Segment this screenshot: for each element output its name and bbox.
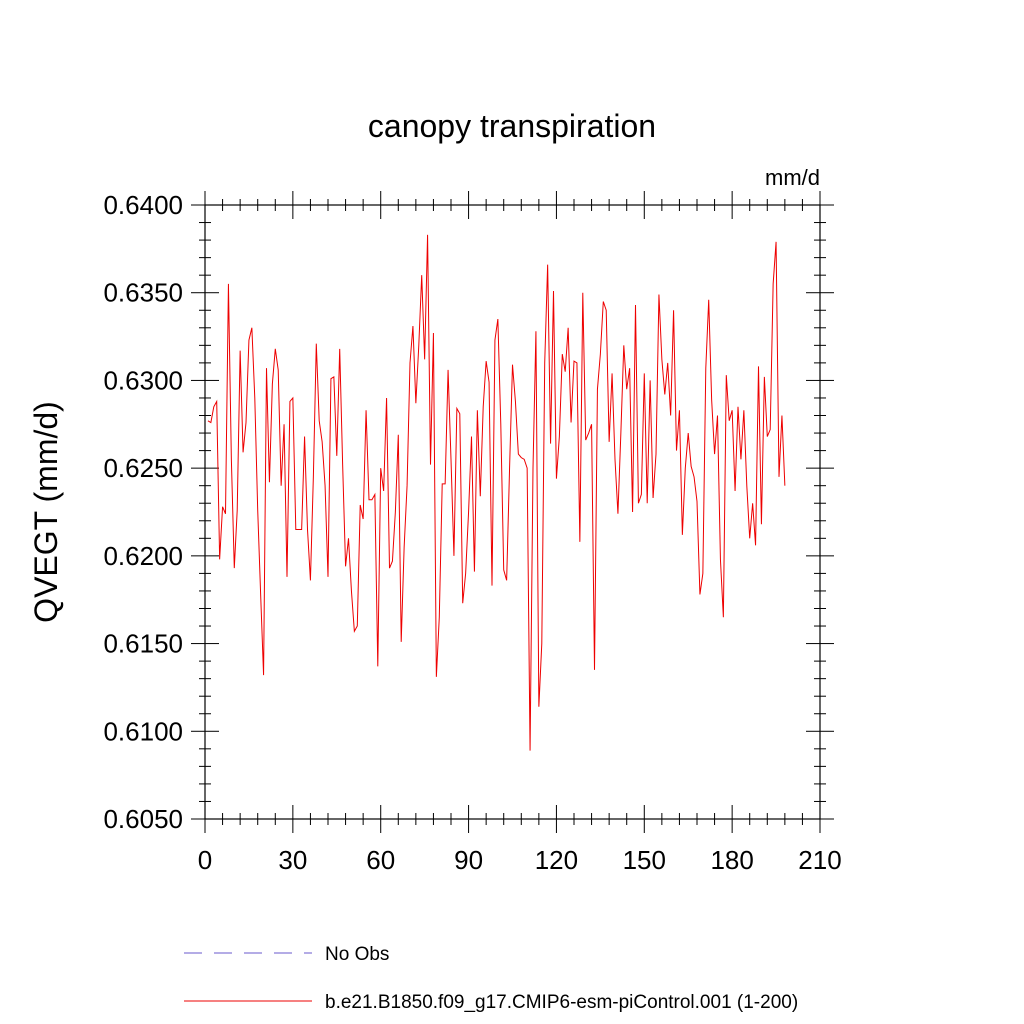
- y-tick-label: 0.6300: [103, 365, 183, 395]
- y-axis-label: QVEGT (mm/d): [28, 401, 64, 623]
- units-label: mm/d: [765, 165, 820, 190]
- legend: No Obs b.e21.B1850.f09_g17.CMIP6-esm-piC…: [184, 944, 798, 1013]
- y-tick-label: 0.6350: [103, 278, 183, 308]
- x-tick-label: 90: [454, 845, 483, 875]
- series-line: [207, 234, 786, 751]
- legend-label-no-obs: No Obs: [325, 944, 389, 965]
- y-tick-label: 0.6150: [103, 629, 183, 659]
- x-tick-label: 0: [198, 845, 212, 875]
- x-tick-label: 210: [798, 845, 841, 875]
- x-tick-label: 30: [278, 845, 307, 875]
- x-tick-label: 60: [366, 845, 395, 875]
- x-tick-label: 180: [710, 845, 753, 875]
- plot-frame: [204, 204, 821, 820]
- y-tick-label: 0.6400: [103, 190, 183, 220]
- y-tick-labels: 0.6050 0.6100 0.6150 0.6200 0.6250 0.6300 0.63…: [103, 190, 183, 834]
- x-tick-labels: 0 30 60 90 120 150 180 210: [198, 845, 842, 875]
- x-tick-label: 120: [535, 845, 578, 875]
- y-tick-label: 0.6100: [103, 716, 183, 746]
- chart-title: canopy transpiration: [368, 108, 656, 144]
- y-tick-label: 0.6050: [103, 804, 183, 834]
- y-tick-label: 0.6200: [103, 541, 183, 571]
- axis-ticks: [191, 191, 834, 833]
- legend-label-series: b.e21.B1850.f09_g17.CMIP6-esm-piControl.…: [325, 992, 798, 1013]
- x-tick-label: 150: [623, 845, 666, 875]
- y-tick-label: 0.6250: [103, 453, 183, 483]
- plot-area: 0 30 60 90 120 150 180 210 0.60500.61000.61500.…: [103, 190, 841, 875]
